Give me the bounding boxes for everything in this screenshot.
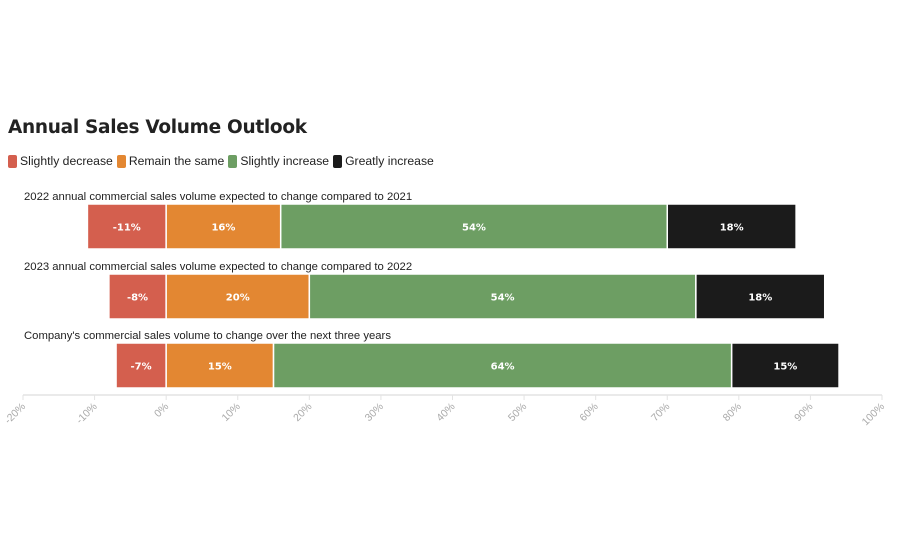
bar-segment-remain-the-same[interactable] [165,273,311,320]
chart-title: Annual Sales Volume Outlook [8,117,307,138]
legend-swatch-slightly-increase [228,154,238,168]
x-tick-label: 90% [792,401,815,424]
bar-segment-slightly-decrease[interactable] [115,342,167,389]
bar-segment-remain-the-same[interactable] [165,203,282,250]
x-tick-label: -10% [74,401,100,427]
legend-label-remain-the-same: Remain the same [128,154,225,168]
legend-label-slightly-decrease: Slightly decrease [20,154,113,168]
x-tick-label: -20% [2,401,28,427]
bar-data-label: -7% [131,362,152,373]
x-tick-label: 40% [434,401,457,424]
bar-data-label: 18% [748,293,772,304]
x-tick-label: 10% [220,401,243,424]
bar-data-label: 54% [491,293,515,304]
bar-segment-slightly-increase[interactable] [308,273,697,320]
bar-data-label: 64% [491,362,515,373]
bar-segment-greatly-increase[interactable] [695,273,826,320]
x-tick-label: 100% [860,401,887,428]
bar-segment-greatly-increase[interactable] [666,203,797,250]
x-tick-label: 70% [649,401,672,424]
bar-data-label: 54% [462,223,486,234]
legend: Slightly decrease Remain the same Slight… [8,154,438,168]
legend-item-slightly-increase[interactable]: Slightly increase [228,154,329,168]
legend-item-slightly-decrease[interactable]: Slightly decrease [8,154,113,168]
legend-label-slightly-increase: Slightly increase [240,154,330,168]
bar-data-label: 18% [720,223,744,234]
bar-data-label: 15% [773,362,797,373]
legend-swatch-remain-the-same [116,154,126,168]
row-label: 2023 annual commercial sales volume expe… [24,261,412,273]
x-tick-label: 60% [577,401,600,424]
bar-data-label: 16% [211,223,235,234]
x-tick-label: 0% [152,401,171,420]
bar-data-label: -8% [127,293,148,304]
bar-data-label: 20% [226,293,250,304]
bar-segment-slightly-decrease[interactable] [86,203,167,250]
bar-segment-greatly-increase[interactable] [730,342,840,389]
legend-swatch-greatly-increase [333,154,343,168]
bar-segment-slightly-increase[interactable] [279,203,668,250]
x-tick-label: 80% [721,401,744,424]
row-label: Company's commercial sales volume to cha… [24,330,391,342]
x-tick-label: 50% [506,401,529,424]
legend-item-greatly-increase[interactable]: Greatly increase [333,154,434,168]
bar-data-label: -11% [113,223,141,234]
x-tick-label: 20% [291,401,314,424]
legend-item-remain-the-same[interactable]: Remain the same [116,154,225,168]
x-tick-label: 30% [363,401,386,424]
row-label: 2022 annual commercial sales volume expe… [24,191,412,203]
bar-segment-slightly-decrease[interactable] [108,273,167,320]
bar-segment-slightly-increase[interactable] [272,342,733,389]
legend-swatch-slightly-decrease [8,154,17,168]
bar-data-label: 15% [208,362,232,373]
legend-label-greatly-increase: Greatly increase [345,154,434,168]
bar-segment-remain-the-same[interactable] [165,342,275,389]
